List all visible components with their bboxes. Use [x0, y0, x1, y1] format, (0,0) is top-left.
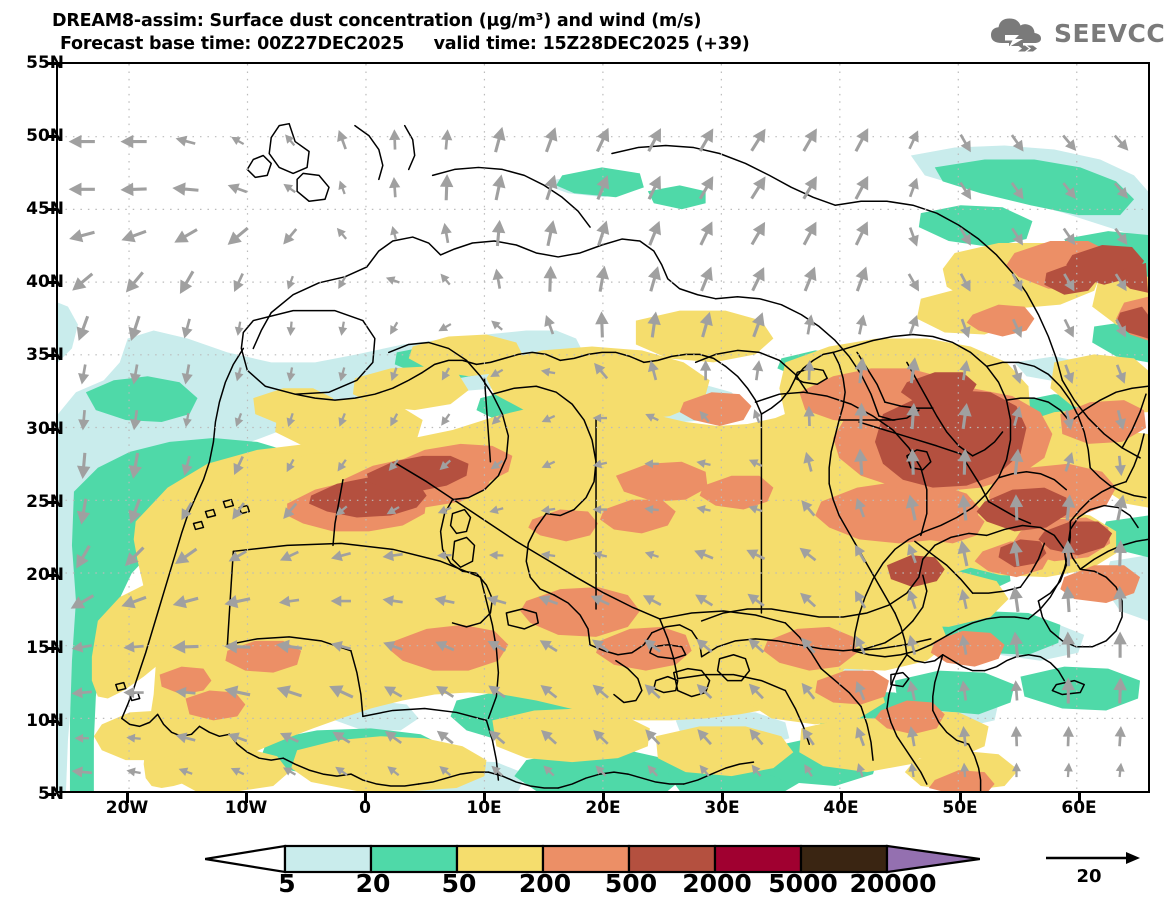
colorbar-label-2000: 2000 [682, 869, 752, 898]
y-tick-50n: 50N [26, 126, 64, 146]
colorbar-bin-50-200 [455, 844, 545, 874]
x-tick-20e: 20E [585, 798, 621, 818]
chart-header: DREAM8-assim: Surface dust concentration… [52, 10, 982, 56]
y-tick-10n: 10N [26, 711, 64, 731]
forecast-time-subtitle: Forecast base time: 00Z27DEC2025 valid t… [60, 34, 750, 54]
x-tick-50e: 50E [942, 798, 978, 818]
wind-scale-value: 20 [1076, 866, 1102, 887]
colorbar-over-arrow [885, 844, 980, 874]
y-tick-35n: 35N [26, 345, 64, 365]
x-tick-10e: 10E [466, 798, 502, 818]
cloud-wind-icon [985, 13, 1047, 53]
colorbar-label-20: 20 [355, 869, 391, 898]
x-tick-40e: 40E [823, 798, 859, 818]
y-tick-30n: 30N [26, 419, 64, 439]
x-tick-0: 0 [359, 798, 371, 818]
colorbar-label-200: 200 [518, 869, 572, 898]
y-tick-5n: 5N [37, 784, 64, 804]
colorbar-bin-5000-20000 [799, 844, 889, 874]
y-tick-25n: 25N [26, 492, 64, 512]
colorbar-label-50: 50 [441, 869, 477, 898]
dust-concentration-colorbar[interactable] [205, 843, 980, 875]
colorbar-label-5000: 5000 [768, 869, 838, 898]
seevccc-logo: SEEVCCC [985, 12, 1165, 54]
logo-text: SEEVCCC [1054, 18, 1165, 48]
x-tick-10w: 10W [224, 798, 268, 818]
colorbar-bin-200-500 [541, 844, 631, 874]
y-tick-55n: 55N [26, 53, 64, 73]
x-tick-60e: 60E [1061, 798, 1097, 818]
colorbar-bin-5-20 [283, 844, 373, 874]
colorbar-label-20000: 20000 [849, 869, 937, 898]
x-tick-30e: 30E [704, 798, 740, 818]
colorbar-bin-500-2000 [627, 844, 717, 874]
y-tick-15n: 15N [26, 638, 64, 658]
coastlines-and-borders [115, 122, 1148, 791]
wind-scale-reference [1040, 848, 1150, 894]
colorbar-label-5: 5 [278, 869, 296, 898]
wind-arrow-icon [1046, 852, 1140, 864]
y-tick-45n: 45N [26, 199, 64, 219]
x-tick-20w: 20W [105, 798, 149, 818]
colorbar-label-500: 500 [604, 869, 658, 898]
page-title: DREAM8-assim: Surface dust concentration… [52, 11, 702, 31]
forecast-map[interactable] [56, 62, 1150, 793]
y-tick-40n: 40N [26, 272, 64, 292]
y-tick-20n: 20N [26, 565, 64, 585]
